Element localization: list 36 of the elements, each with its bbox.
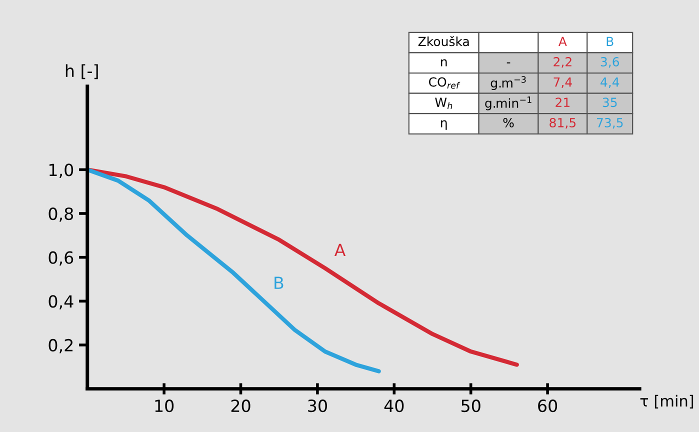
y-tick-label: 0,8	[48, 207, 74, 222]
y-tick-label: 1,0	[50, 164, 74, 178]
annotation: 35	[602, 98, 617, 108]
annotation: 21	[556, 98, 570, 107]
line-series	[87, 168, 519, 367]
x-tick-label: 40	[384, 400, 404, 412]
annotation: g.min$^{−1}$	[485, 96, 532, 110]
x-tick-label: 30	[308, 400, 327, 412]
x-axis-title: τ [min]	[640, 394, 694, 408]
x-tick-label: 60	[538, 400, 558, 412]
line-series	[87, 168, 381, 374]
annotation: g.m$^{−3}$	[490, 76, 526, 90]
annotation: 81,5	[550, 118, 576, 129]
annotation: 4,4	[600, 77, 620, 88]
annotation: 7,4	[554, 77, 572, 88]
y-axis-title: h [-]	[66, 64, 98, 80]
y-tick-label: 0,6	[48, 251, 74, 266]
y-tick-label: 0,2	[48, 338, 73, 354]
y-tick-label: 0,4	[48, 295, 74, 310]
x-tick-label: 50	[462, 400, 480, 412]
x-tick-label: 20	[231, 400, 250, 412]
text: A	[558, 36, 567, 46]
text: 2,2	[554, 57, 572, 68]
x-tick-label: 10	[155, 400, 174, 412]
text: n	[441, 59, 447, 66]
series-label: B	[274, 276, 284, 289]
annotation: W$_{h}$	[435, 98, 452, 109]
annotation: η	[441, 120, 447, 130]
text: Zkouška	[418, 36, 469, 46]
text: 3,6	[600, 57, 620, 68]
annotation: %	[503, 118, 514, 128]
series-label: A	[334, 244, 346, 256]
annotation: 73,5	[596, 118, 623, 129]
text: -	[506, 62, 510, 64]
text: B	[606, 36, 614, 46]
annotation: CO$_{ref}$	[429, 77, 460, 89]
